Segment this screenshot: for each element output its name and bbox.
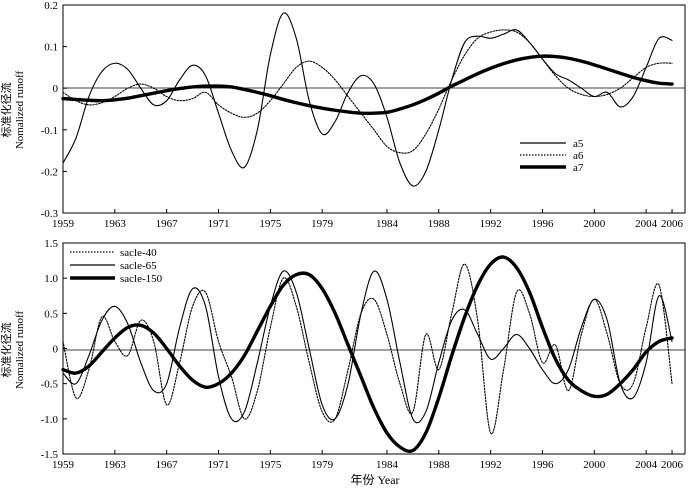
y-tick-label: 0 [53,344,59,356]
legend: sacle-40 sacle-65 sacle-150 [70,247,163,285]
legend-label-a6: a6 [573,150,584,162]
plot-frame [62,4,686,214]
y-tick-label: 1.5 [44,238,58,250]
y-axis-label-cn: 标准化径流 [0,323,13,378]
series-line-a6 [62,29,673,154]
y-tick-label: 0.5 [44,308,58,320]
x-tick-label: 2000 [583,218,606,230]
y-ticks: -1.5 -1.0 -0.5 0 0.5 1.0 1.5 [41,238,67,461]
series-layer [61,12,674,187]
x-tick-label: 1975 [259,459,282,471]
x-tick-label: 1959 [52,218,75,230]
series-line-sacle-40 [62,263,673,435]
x-tick-label: 1979 [311,459,334,471]
series-line-a7 [61,54,674,115]
y-tick-label: -0.3 [41,208,59,220]
series-line-sacle-65 [62,270,673,424]
y-tick-label: 0.1 [44,42,58,54]
x-tick-label: 2000 [583,459,606,471]
x-tick-label: 2006 [661,459,684,471]
x-tick-label: 1984 [376,459,399,471]
x-tick-label: 2006 [661,218,684,230]
legend-label-a5: a5 [573,138,584,150]
y-tick-label: -0.2 [41,166,58,178]
y-axis-label-en: Nomalized runoff [14,311,26,390]
x-tick-label: 2004 [635,218,658,230]
series-line-a5 [62,12,673,187]
y-tick-label: 0.2 [44,0,58,12]
x-axis-title: 年份 Year [350,473,399,487]
x-ticks: 1959 1963 1967 1971 1975 1979 1984 1988 1992 1996… [52,450,684,471]
x-tick-label: 1963 [104,218,127,230]
x-tick-label: 1992 [480,459,502,471]
x-tick-label: 1971 [208,218,230,230]
x-tick-label: 1996 [531,459,554,471]
x-tick-label: 1967 [156,218,179,230]
y-tick-label: -1.5 [41,449,59,461]
x-ticks: 1959 1963 1967 1971 1975 1979 1984 1988 1992 1996… [52,209,684,230]
x-tick-label: 1996 [531,218,554,230]
legend: a5 a6 a7 [520,138,584,174]
x-tick-label: 1967 [156,459,179,471]
y-tick-label: 1.0 [44,273,58,285]
chart-panel-top: -0.3 -0.2 -0.1 0 0.1 0.2 1959 1963 1967 1971 1975… [0,0,686,230]
y-tick-label: -1.0 [41,414,59,426]
x-tick-label: 2004 [635,459,658,471]
legend-label-sacle-150: sacle-150 [120,273,163,285]
y-tick-label: 0 [53,83,59,95]
chart-panel-bottom: -1.5-1.0-0.500.51.01.5 1959 1963 1967 1971 1… [0,238,686,487]
y-axis-label-en: Nomalized runoff [14,71,26,150]
x-tick-label: 1963 [104,459,127,471]
series-layer [61,255,674,454]
legend-label-sacle-40: sacle-40 [120,247,157,259]
y-ticks: -0.3 -0.2 -0.1 0 0.1 0.2 [41,0,67,220]
x-tick-label: 1979 [311,218,334,230]
x-tick-label: 1975 [259,218,282,230]
legend-label-a7: a7 [573,162,584,174]
legend-label-sacle-65: sacle-65 [120,260,157,272]
y-tick-label: -0.5 [41,379,59,391]
y-tick-label: -0.1 [41,125,58,137]
series-line-sacle-150 [61,255,674,454]
x-tick-label: 1992 [480,218,502,230]
x-tick-label: 1971 [208,459,230,471]
x-tick-label: 1984 [376,218,399,230]
x-tick-label: 1988 [428,459,451,471]
x-tick-label: 1988 [428,218,451,230]
y-axis-label-cn: 标准化径流 [0,83,13,138]
x-tick-label: 1959 [52,459,75,471]
